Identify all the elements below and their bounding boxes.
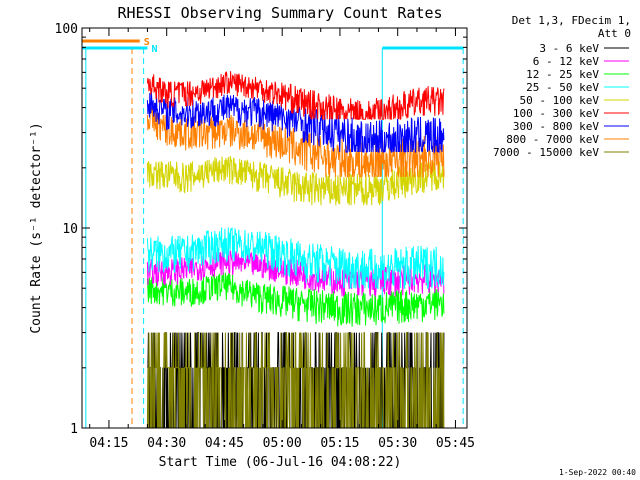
legend-label: 12 - 25 keV [526, 68, 599, 81]
x-tick-label: 04:30 [147, 436, 186, 451]
timestamp: 1-Sep-2022 00:40 [559, 468, 636, 477]
series-line-7000-15000kev [146, 332, 445, 429]
series-line-25-50kev [146, 226, 445, 289]
legend-label: 7000 - 15000 keV [493, 146, 599, 159]
legend-label: 6 - 12 keV [533, 55, 600, 68]
y-tick-label: 1 [70, 422, 78, 437]
legend-label: 300 - 800 keV [513, 120, 599, 133]
flag-label: S [144, 37, 150, 48]
y-tick-label: 10 [62, 222, 78, 237]
y-tick-label: 100 [55, 22, 78, 37]
series-line-100-300kev [146, 71, 445, 120]
legend-label: 3 - 6 keV [539, 42, 599, 55]
x-tick-label: 05:00 [263, 436, 302, 451]
x-tick-label: 04:45 [205, 436, 244, 451]
x-tick-label: 05:45 [436, 436, 475, 451]
series-line-300-800kev [146, 90, 445, 154]
x-tick-label: 05:15 [320, 436, 359, 451]
legend-header-line-2: Att 0 [598, 27, 631, 40]
legend-label: 800 - 7000 keV [506, 133, 599, 146]
legend-header-line-1: Det 1,3, FDecim 1, [512, 14, 631, 27]
y-axis-label: Count Rate (s⁻¹ detector⁻¹) [29, 122, 44, 333]
chart-title: RHESSI Observing Summary Count Rates [117, 4, 442, 22]
x-axis-label: Start Time (06-Jul-16 04:08:22) [159, 455, 402, 470]
legend-label: 50 - 100 keV [520, 94, 600, 107]
x-tick-label: 04:15 [89, 436, 128, 451]
axes: 04:15 04:30 04:45 05:00 05:15 05:30 05:45 1 10 10… [55, 22, 476, 451]
series-line-50-100kev [146, 156, 445, 206]
x-tick-label: 05:30 [378, 436, 417, 451]
flag-label: N [151, 44, 157, 55]
legend-label: 25 - 50 keV [526, 81, 599, 94]
series-line-12-25kev [146, 272, 445, 327]
series-line-6-12kev [146, 250, 445, 297]
legend-label: 100 - 300 keV [513, 107, 599, 120]
